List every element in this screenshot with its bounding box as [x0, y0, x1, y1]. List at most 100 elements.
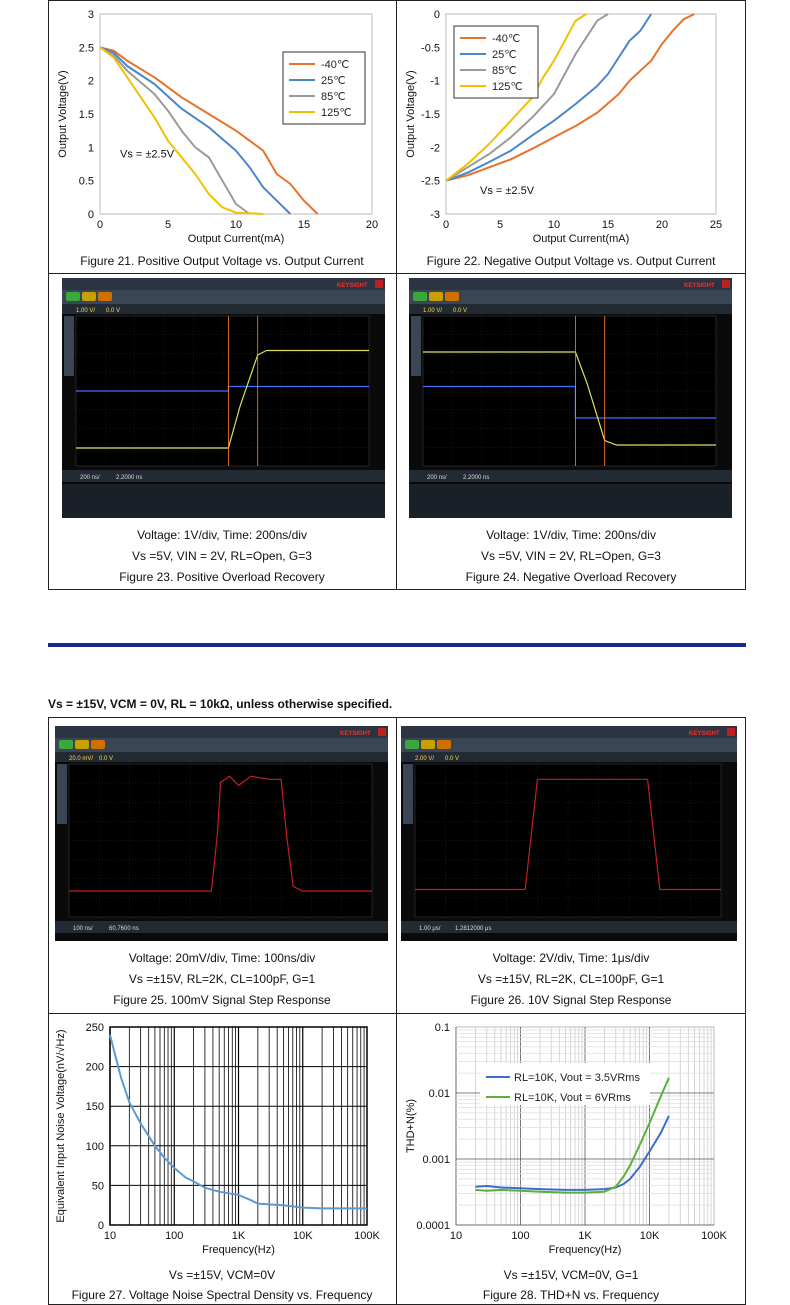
fig21-y-tick-label: 2	[88, 76, 94, 88]
fig23-run-button	[66, 292, 80, 301]
fig26-caption-line2: Vs =±15V, RL=2K, CL=100pF, G=1	[477, 972, 665, 986]
fig25-timebase-label: 100 ns/	[73, 926, 93, 932]
fig27-y-tick-label: 100	[86, 1141, 104, 1153]
fig21-series-line-2	[99, 46, 251, 215]
fig24-oscilloscope-screenshot: KEYSIGHT 1.00 V/0.0 V 200 ns/2.2000 ns	[409, 278, 732, 518]
fig27-chart: 10 100 1K 10K 100K 0 50 100 150 200 250 Frequency(H…	[55, 1022, 381, 1256]
fig21-legend-label: 125℃	[321, 107, 352, 119]
fig22-y-tick-label: -1.5	[421, 109, 440, 121]
fig25-run-button	[59, 740, 73, 749]
fig22-y-tick-label: -0.5	[421, 42, 440, 54]
fig21-y-tick-label: 1	[88, 142, 94, 154]
fig22-y-tick-label: -2.5	[421, 176, 440, 188]
fig28-legend-label: RL=10K, Vout = 3.5VRms	[514, 1072, 640, 1084]
fig28-x-tick-label: 1K	[578, 1230, 592, 1242]
bottom-center-divider	[396, 717, 397, 1305]
fig27-y-tick-label: 200	[86, 1062, 104, 1074]
fig25-trace-0	[69, 775, 372, 892]
fig28-caption-line1: Vs =±15V, VCM=0V, G=1	[503, 1268, 639, 1282]
fig24-close-icon	[722, 280, 730, 288]
fig26-trace-0	[415, 778, 721, 891]
fig22-y-tick-label: -1	[430, 76, 440, 88]
fig26-side-tab	[403, 764, 413, 824]
fig25-side-tab	[57, 764, 67, 824]
fig22-chart: 0 5 10 15 20 25 0 -0.5 -1 -1.5 -2 -2.5 -3 Output Curr…	[405, 9, 722, 245]
fig21-legend-label: 85℃	[321, 91, 346, 103]
fig25-time-offset-label: 60.7600 ns	[109, 926, 139, 932]
fig27-x-tick-label: 10	[104, 1230, 116, 1242]
fig23-brand-label: KEYSIGHT	[337, 283, 368, 289]
fig21-x-tick-label: 15	[298, 219, 310, 231]
fig21-legend-label: -40℃	[321, 59, 349, 71]
fig21-x-tick-label: 20	[366, 219, 378, 231]
fig27-x-tick-label: 10K	[293, 1230, 313, 1242]
fig24-timebase-bar	[409, 470, 732, 482]
fig26-channel-bar	[401, 752, 737, 762]
fig21-x-axis-label: Output Current(mA)	[188, 233, 285, 245]
fig27-x-axis-label: Frequency(Hz)	[202, 1244, 275, 1256]
top-figure-frame	[48, 0, 746, 590]
fig25-title-bar	[55, 726, 388, 738]
fig28-x-tick-label: 10K	[640, 1230, 660, 1242]
fig23-side-tab	[64, 316, 74, 376]
fig26-stop-button	[421, 740, 435, 749]
fig25-timebase-bar	[55, 921, 388, 933]
fig27-x-tick-label: 100K	[354, 1230, 380, 1242]
fig27-y-tick-label: 250	[86, 1022, 104, 1034]
fig28-legend-label: RL=10K, Vout = 6VRms	[514, 1092, 631, 1104]
fig21-x-tick-label: 10	[230, 219, 242, 231]
fig25-toolbar	[55, 738, 388, 752]
fig25-vscale-label: 20.0 mV/	[69, 756, 93, 762]
fig25-scope-display: KEYSIGHT 20.0 mV/0.0 V 100 ns/60.7600 ns	[55, 726, 388, 933]
fig24-vscale-label: 1.00 V/	[423, 308, 442, 314]
fig26-single-button	[437, 740, 451, 749]
fig23-stop-button	[82, 292, 96, 301]
fig22-series-line-0	[445, 13, 695, 182]
fig28-x-tick-label: 100	[511, 1230, 529, 1242]
fig27-y-axis-label: Equivalent Input Noise Voltage(nV/√Hz)	[55, 1029, 67, 1222]
fig25-brand-label: KEYSIGHT	[340, 731, 371, 737]
fig25-single-button	[91, 740, 105, 749]
fig26-close-icon	[727, 728, 735, 736]
fig22-x-tick-label: 25	[710, 219, 722, 231]
fig28-y-tick-label: 0.01	[429, 1088, 450, 1100]
fig28-y-axis-label: THD+N(%)	[405, 1099, 417, 1153]
fig26-scope-display: KEYSIGHT 2.00 V/0.0 V 1.00 μs/1.2812000 μs	[401, 726, 737, 933]
fig23-oscilloscope-screenshot: KEYSIGHT 1.00 V/0.0 V 200 ns/2.2000 ns	[62, 278, 385, 518]
fig27-y-tick-label: 150	[86, 1101, 104, 1113]
fig21-legend-label: 25℃	[321, 75, 346, 87]
fig24-channel-bar	[409, 304, 732, 314]
section-divider	[48, 643, 746, 647]
fig26-brand-label: KEYSIGHT	[689, 731, 720, 737]
fig26-caption: Figure 26. 10V Signal Step Response	[470, 993, 672, 1007]
fig23-timebase-label: 200 ns/	[80, 475, 100, 481]
fig21-annotation: Vs = ±2.5V	[120, 148, 175, 160]
fig23-channel-bar	[62, 304, 385, 314]
fig28-series-line-1	[475, 1077, 670, 1194]
fig27-series-line-0	[109, 1034, 367, 1210]
fig22-x-tick-label: 5	[497, 219, 503, 231]
fig26-timebase-label: 1.00 μs/	[419, 926, 441, 932]
fig26-voffset-label: 0.0 V	[445, 756, 459, 762]
fig25-caption: Figure 25. 100mV Signal Step Response	[113, 993, 331, 1007]
fig23-results-panel	[62, 484, 385, 518]
fig21-y-axis-label: Output Voltage(V)	[57, 70, 69, 157]
fig24-single-button	[445, 292, 459, 301]
fig23-caption-line2: Vs =5V, VIN = 2V, RL=Open, G=3	[132, 549, 312, 563]
fig24-scope-display: KEYSIGHT 1.00 V/0.0 V 200 ns/2.2000 ns	[409, 278, 732, 518]
fig22-y-tick-label: -2	[430, 142, 440, 154]
fig24-caption-line1: Voltage: 1V/div, Time: 200ns/div	[486, 528, 656, 542]
fig27-x-tick-label: 100	[165, 1230, 183, 1242]
fig22-y-tick-label: -3	[430, 209, 440, 221]
fig24-results-panel	[409, 484, 732, 518]
fig21-y-tick-label: 0.5	[79, 176, 94, 188]
fig21-y-tick-label: 2.5	[79, 42, 94, 54]
fig22-legend-label: 125℃	[492, 81, 523, 93]
fig24-toolbar	[409, 290, 732, 304]
fig22-x-tick-label: 15	[602, 219, 614, 231]
fig28-y-tick-label: 0.0001	[416, 1220, 450, 1232]
fig21-y-tick-label: 0	[88, 209, 94, 221]
fig23-vscale-label: 1.00 V/	[76, 308, 95, 314]
conditions-heading: Vs = ±15V, VCM = 0V, RL = 10kΩ, unless o…	[48, 697, 393, 711]
fig21-caption: Figure 21. Positive Output Voltage vs. O…	[80, 254, 364, 268]
